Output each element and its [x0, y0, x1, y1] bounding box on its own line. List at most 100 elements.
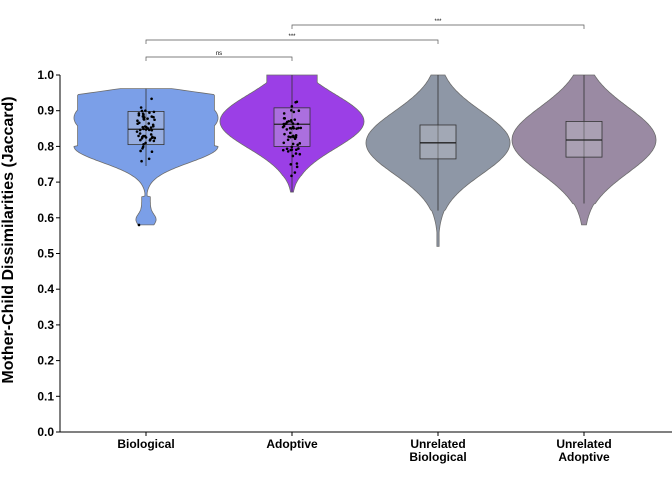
- data-point: [291, 122, 295, 125]
- violins: [73, 74, 657, 247]
- data-point: [135, 130, 139, 133]
- x-tick-label: Biological: [117, 437, 174, 451]
- box-iqr: [565, 121, 603, 158]
- significance-label: ns: [216, 51, 222, 57]
- data-point: [150, 97, 153, 101]
- significance-bracket: ***: [145, 34, 439, 44]
- data-point: [290, 120, 293, 123]
- data-point: [149, 133, 153, 136]
- data-point: [149, 126, 153, 129]
- data-point: [138, 132, 142, 135]
- data-point: [286, 138, 290, 142]
- data-point: [140, 159, 143, 163]
- y-tick-label: 0.7: [37, 175, 54, 189]
- data-point: [298, 142, 302, 145]
- bracket-line: [291, 24, 585, 29]
- y-ticks: 0.0 0.1 0.2 0.3 0.4 0.5 0.6 0.7 0.8 0.9 1.0: [37, 68, 60, 439]
- data-point: [137, 113, 141, 117]
- data-point: [291, 125, 295, 129]
- y-tick-label: 0.6: [37, 211, 54, 225]
- data-point: [296, 143, 299, 147]
- data-point: [294, 135, 298, 139]
- data-point: [294, 152, 298, 155]
- data-point: [147, 128, 151, 132]
- data-point: [288, 131, 292, 135]
- y-tick-label: 0.2: [37, 354, 54, 368]
- data-point: [141, 125, 145, 129]
- data-point: [285, 147, 289, 151]
- data-point: [299, 126, 303, 130]
- x-tick-labels: Biological Adoptive UnrelatedBiologicalUnr…: [117, 432, 612, 464]
- data-point: [285, 128, 289, 131]
- data-point: [146, 117, 149, 120]
- bracket-line: [145, 39, 439, 44]
- data-point: [287, 135, 290, 138]
- data-point: [281, 125, 285, 129]
- data-point: [150, 150, 154, 154]
- data-point: [285, 120, 289, 124]
- data-point: [290, 148, 294, 151]
- data-point: [297, 147, 300, 150]
- significance-label: ***: [434, 19, 442, 25]
- data-point: [286, 150, 290, 153]
- data-point: [297, 109, 301, 113]
- data-point: [147, 122, 151, 125]
- data-point: [290, 145, 294, 149]
- data-point: [289, 163, 293, 166]
- data-point: [143, 134, 147, 138]
- data-point: [290, 109, 293, 112]
- data-point: [138, 128, 142, 132]
- data-point: [144, 109, 147, 112]
- y-tick-label: 0.9: [37, 104, 54, 118]
- x-tick-label: Unrelated: [410, 437, 465, 451]
- data-point: [141, 147, 144, 150]
- data-point: [140, 109, 144, 113]
- data-point: [294, 148, 298, 152]
- data-point: [297, 126, 300, 130]
- data-point: [288, 126, 292, 130]
- data-point: [137, 134, 140, 138]
- data-point: [148, 111, 151, 114]
- data-point: [139, 106, 143, 109]
- data-point: [293, 171, 297, 174]
- data-point: [283, 117, 287, 120]
- box-iqr: [419, 124, 457, 160]
- y-tick-label: 0.1: [37, 389, 54, 403]
- y-tick-label: 0.3: [37, 318, 54, 332]
- data-point: [281, 148, 285, 152]
- violin-unrelated-adoptive: [511, 74, 657, 226]
- x-tick-label: Adoptive: [266, 437, 318, 451]
- data-point: [295, 162, 299, 165]
- data-point: [151, 135, 154, 139]
- data-point: [295, 165, 299, 169]
- data-point: [291, 154, 295, 158]
- data-point: [293, 118, 297, 121]
- data-point: [144, 141, 147, 145]
- y-tick-label: 0.5: [37, 247, 54, 261]
- y-tick-label: 0.0: [37, 425, 54, 439]
- data-point: [282, 112, 286, 115]
- violin-biological: [73, 88, 219, 227]
- data-point: [153, 118, 156, 122]
- y-axis-label: Mother-Child Dissimilarities (Jaccard): [0, 96, 17, 383]
- y-tick-label: 1.0: [37, 68, 54, 82]
- data-point: [291, 135, 294, 138]
- data-point: [136, 119, 139, 123]
- data-point: [153, 136, 156, 140]
- data-point: [142, 143, 145, 146]
- data-point: [139, 138, 142, 142]
- data-point: [137, 223, 141, 227]
- significance-label: ***: [288, 34, 296, 40]
- data-point: [290, 104, 294, 108]
- data-point: [144, 128, 148, 131]
- x-tick-label: Adoptive: [558, 450, 610, 464]
- data-point: [290, 174, 293, 178]
- violin-unrelated-biological: [365, 74, 511, 247]
- y-tick-label: 0.8: [37, 139, 54, 153]
- data-point: [296, 122, 300, 126]
- significance-bracket: ns: [145, 51, 293, 61]
- data-point: [139, 149, 142, 153]
- data-point: [283, 132, 286, 136]
- data-point: [151, 123, 155, 127]
